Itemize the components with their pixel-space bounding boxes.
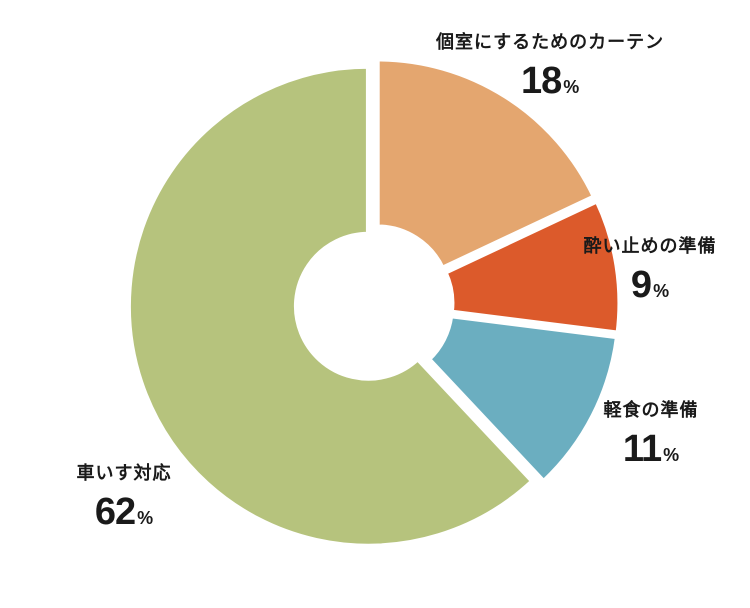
slice-value-unit: % (137, 508, 154, 528)
slice-value: 9% (584, 266, 717, 304)
slice-value-number: 11 (622, 428, 662, 470)
slice-name: 個室にするためのカーテン (436, 32, 665, 53)
slice-label-motion-sickness: 酔い止めの準備 9% (583, 236, 717, 305)
slice-value-unit: % (653, 281, 670, 301)
slice-curtain (374, 56, 598, 272)
slice-value-unit: % (663, 445, 680, 465)
slice-motion-sickness (441, 197, 623, 336)
slice-name: 酔い止めの準備 (583, 236, 717, 257)
slice-label-light-meal: 軽食の準備 11% (603, 400, 699, 469)
slice-value-number: 62 (94, 491, 136, 533)
slice-name: 軽食の準備 (603, 400, 699, 421)
slice-wheelchair (125, 63, 537, 549)
slice-label-wheelchair: 車いす対応 62% (76, 463, 172, 532)
slice-label-curtain: 個室にするためのカーテン 18% (436, 32, 665, 101)
slice-value-number: 9 (630, 264, 652, 306)
slice-value: 62% (77, 493, 172, 531)
slice-value: 18% (436, 62, 664, 100)
slice-value-unit: % (563, 77, 580, 97)
slice-value: 11% (604, 430, 699, 468)
slice-name: 車いす対応 (76, 463, 172, 484)
slice-value-number: 18 (520, 60, 562, 102)
slice-light-meal (425, 312, 621, 486)
